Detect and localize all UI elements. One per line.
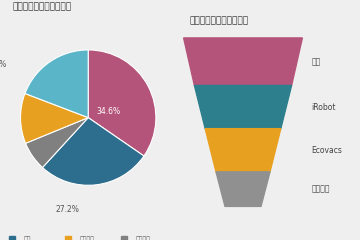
- Text: iRobot: iRobot: [311, 102, 336, 112]
- Wedge shape: [42, 118, 144, 185]
- Wedge shape: [26, 118, 88, 168]
- Text: 扫地机器人市场区域占比: 扫地机器人市场区域占比: [12, 3, 71, 12]
- Polygon shape: [184, 38, 302, 85]
- Text: 34.6%: 34.6%: [96, 107, 121, 116]
- Text: 7.0%: 7.0%: [0, 60, 6, 69]
- Text: 27.2%: 27.2%: [56, 205, 80, 214]
- Text: 其他市场: 其他市场: [136, 237, 150, 240]
- Wedge shape: [25, 50, 88, 118]
- Polygon shape: [216, 172, 270, 206]
- Text: Ecovacs: Ecovacs: [311, 146, 342, 155]
- Text: 其他品牌: 其他品牌: [311, 185, 330, 194]
- Polygon shape: [194, 85, 292, 129]
- Text: 石头: 石头: [311, 57, 321, 66]
- Text: 其他亚太: 其他亚太: [80, 237, 95, 240]
- Wedge shape: [21, 93, 88, 143]
- Text: 全球高端扫地机器人市场: 全球高端扫地机器人市场: [189, 16, 248, 25]
- Wedge shape: [88, 50, 156, 156]
- Text: 西欧: 西欧: [24, 237, 31, 240]
- Polygon shape: [205, 129, 281, 172]
